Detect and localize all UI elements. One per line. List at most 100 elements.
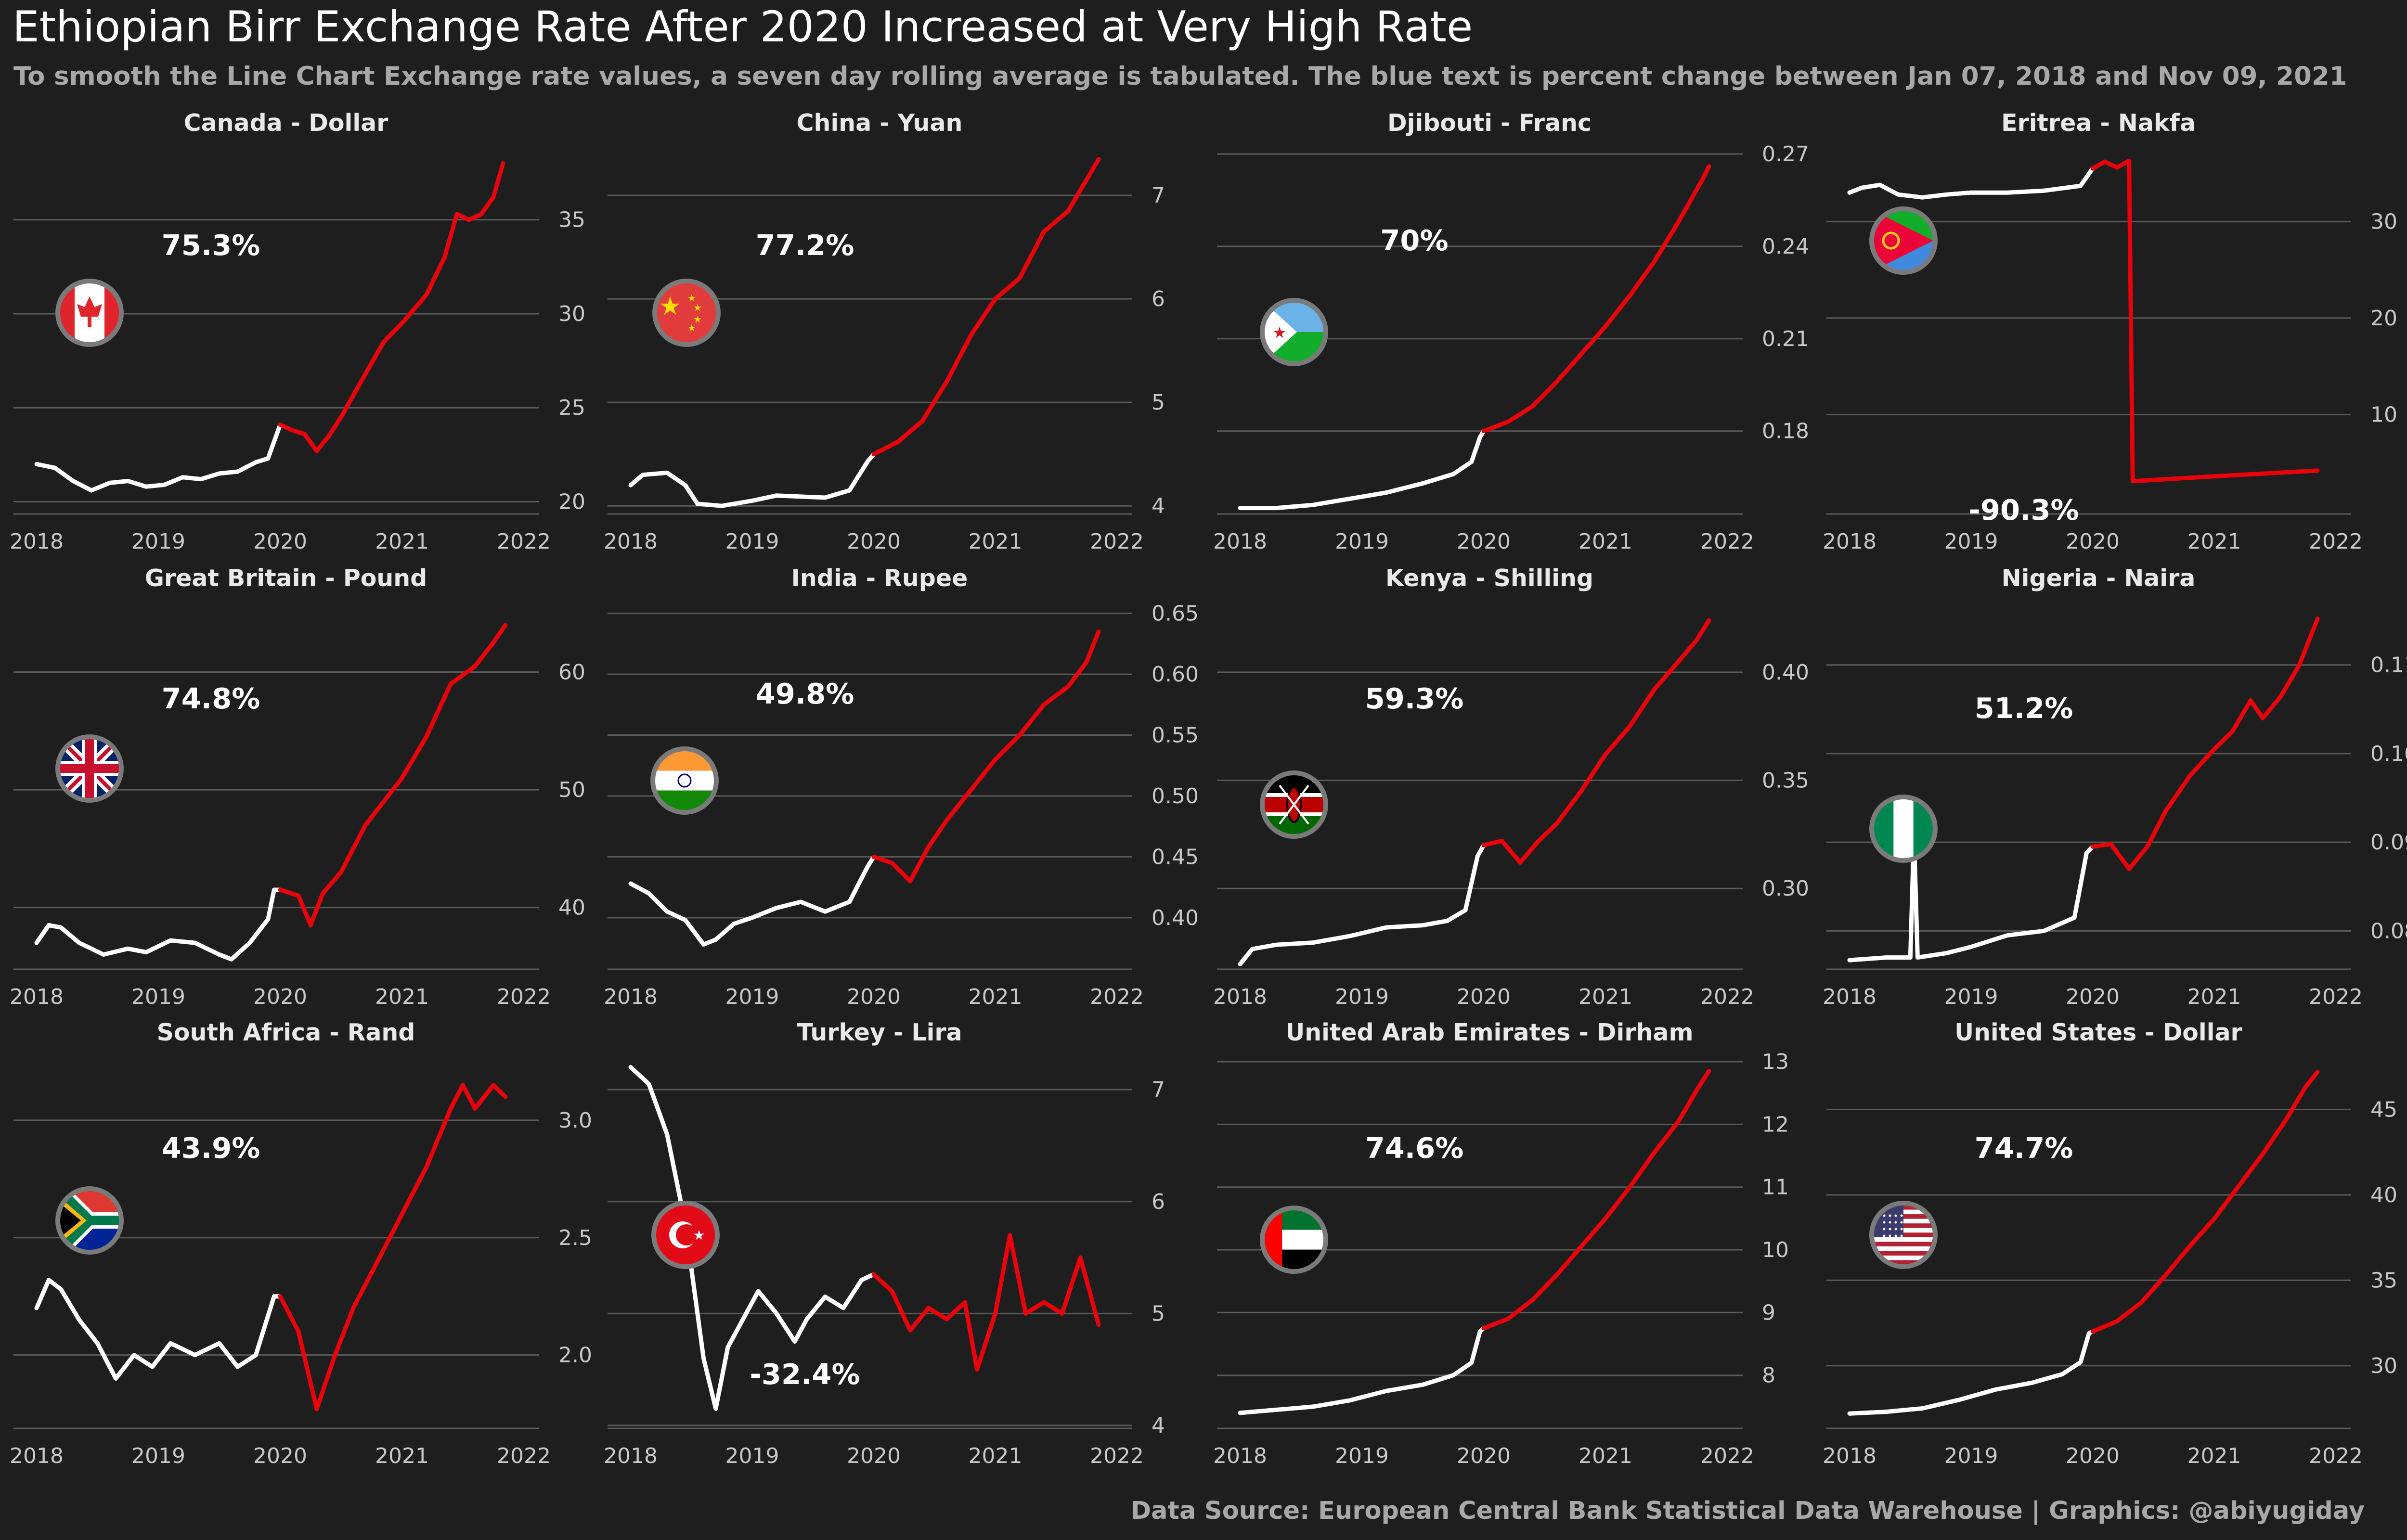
flag-border [1869, 206, 1938, 275]
x-tick-label: 2021 [2187, 529, 2241, 554]
chart-title: Ethiopian Birr Exchange Rate After 2020 … [13, 2, 1473, 51]
y-tick-label: 45 [2370, 1097, 2397, 1122]
y-tick-label: 25 [558, 396, 585, 420]
series-line-post-2020 [278, 623, 508, 927]
y-tick-label: 0.55 [1152, 723, 1199, 748]
flag-border [1869, 795, 1938, 863]
chart-panel: United Arab Emirates - Dirham 8 9 10 11 12 13 2… [1213, 1019, 1789, 1468]
kenya-flag-icon [1264, 775, 1324, 834]
svg-text:★: ★ [693, 313, 702, 325]
series-line-post-2020 [871, 1233, 1101, 1372]
united-states-flag-icon [1874, 1205, 1933, 1265]
flag-border [55, 734, 124, 803]
x-tick-label: 2022 [1700, 985, 1754, 1009]
series-line-pre-2020 [34, 1278, 283, 1381]
x-tick-label: 2018 [1823, 529, 1876, 554]
panel-title: United Arab Emirates - Dirham [1285, 1019, 1693, 1046]
x-tick-label: 2021 [375, 985, 429, 1009]
x-tick-label: 2019 [725, 529, 779, 554]
chart-panel: India - Rupee 0.40 0.45 0.50 0.55 0.60 0.65 201… [604, 565, 1199, 1009]
panel-title: Turkey - Lira [797, 1019, 962, 1046]
y-tick-label: 20 [558, 489, 585, 514]
x-tick-label: 2020 [253, 985, 307, 1009]
flag-border [1869, 1201, 1938, 1269]
flag-border [652, 279, 721, 347]
y-tick-label: 7 [1152, 183, 1165, 208]
series-line-pre-2020 [1847, 166, 2095, 200]
y-tick-label: 50 [558, 778, 585, 802]
x-tick-label: 2022 [1700, 529, 1754, 554]
x-tick-label: 2022 [1090, 529, 1144, 554]
panel-title: South Africa - Rand [157, 1019, 415, 1046]
series-line-pre-2020 [34, 422, 283, 493]
percent-change-label: 75.3% [162, 229, 260, 262]
y-tick-label: 30 [2370, 1354, 2397, 1378]
y-tick-label: 0.10 [2370, 742, 2407, 766]
y-tick-label: 6 [1152, 1190, 1165, 1214]
y-tick-label: 0.45 [1152, 845, 1199, 869]
flag-border [55, 1186, 124, 1255]
svg-text:★: ★ [659, 292, 682, 321]
x-tick-label: 2021 [969, 1444, 1022, 1468]
x-tick-label: 2020 [2066, 529, 2120, 554]
x-tick-label: 2018 [10, 529, 64, 554]
panel-title: Nigeria - Naira [2002, 565, 2196, 592]
series-line-pre-2020 [1238, 429, 1486, 511]
y-tick-label: 40 [558, 896, 585, 920]
y-tick-label: 0.11 [2370, 653, 2407, 678]
series-line-post-2020 [871, 629, 1101, 884]
x-tick-label: 2020 [1457, 1444, 1511, 1468]
x-tick-label: 2022 [1090, 985, 1144, 1009]
y-tick-label: 11 [1762, 1175, 1789, 1200]
x-tick-label: 2022 [1090, 1444, 1144, 1468]
x-tick-label: 2022 [497, 529, 551, 554]
y-tick-label: 13 [1762, 1050, 1789, 1074]
x-tick-label: 2018 [1213, 1444, 1267, 1468]
y-tick-label: 2.5 [558, 1226, 592, 1250]
x-tick-label: 2022 [2309, 985, 2363, 1009]
y-tick-label: 30 [558, 302, 585, 326]
series-line-post-2020 [1481, 164, 1711, 434]
series-line-post-2020 [1481, 618, 1711, 865]
series-line-post-2020 [2090, 616, 2320, 871]
panel-title: Djibouti - Franc [1387, 109, 1592, 137]
chart-panel: Nigeria - Naira 0.08 0.09 0.10 0.11 2018 2019 2… [1823, 565, 2407, 1009]
x-tick-label: 2019 [725, 985, 779, 1009]
panel-title: Great Britain - Pound [145, 565, 427, 592]
series-line-pre-2020 [1238, 843, 1486, 966]
x-tick-label: 2021 [1579, 985, 1632, 1009]
chart-subtitle: To smooth the Line Chart Exchange rate v… [13, 62, 2347, 91]
y-tick-label: 40 [2370, 1183, 2397, 1207]
y-tick-label: 0.30 [1762, 876, 1809, 901]
x-tick-label: 2021 [969, 529, 1022, 554]
percent-change-label: 74.6% [1365, 1131, 1464, 1165]
percent-change-label: 70% [1380, 224, 1448, 257]
y-tick-label: 7 [1152, 1078, 1165, 1102]
series-line-pre-2020 [628, 854, 876, 947]
x-tick-label: 2021 [2187, 1444, 2241, 1468]
y-tick-label: 3.0 [558, 1108, 592, 1133]
y-tick-label: 0.60 [1152, 662, 1199, 687]
series-line-post-2020 [2090, 1069, 2320, 1334]
x-tick-label: 2018 [10, 1444, 64, 1468]
y-tick-label: 12 [1762, 1112, 1789, 1137]
percent-change-label: 49.8% [756, 677, 854, 710]
x-tick-label: 2019 [131, 1444, 185, 1468]
flag-border [650, 746, 719, 815]
y-tick-label: 0.50 [1152, 784, 1199, 808]
x-tick-label: 2018 [10, 985, 64, 1009]
x-tick-label: 2018 [1213, 529, 1267, 554]
series-line-post-2020 [2090, 158, 2320, 484]
chart-panel: Canada - Dollar 20 25 30 35 2018 2019 2020 2021 2… [10, 109, 585, 554]
series-line-pre-2020 [1847, 1329, 2095, 1416]
y-tick-label: 0.40 [1762, 660, 1809, 685]
chart-panel: Djibouti - Franc 0.18 0.21 0.24 0.27 2018 2019… [1213, 109, 1809, 554]
china-flag-icon: ★ ★★★★ [657, 283, 716, 343]
canada-flag-icon [60, 283, 119, 343]
percent-change-label: -90.3% [1968, 493, 2079, 526]
x-tick-label: 2019 [1944, 529, 1998, 554]
x-tick-label: 2018 [604, 985, 658, 1009]
series-line-pre-2020 [628, 452, 876, 508]
x-tick-label: 2022 [497, 1444, 551, 1468]
x-tick-label: 2020 [1457, 529, 1511, 554]
